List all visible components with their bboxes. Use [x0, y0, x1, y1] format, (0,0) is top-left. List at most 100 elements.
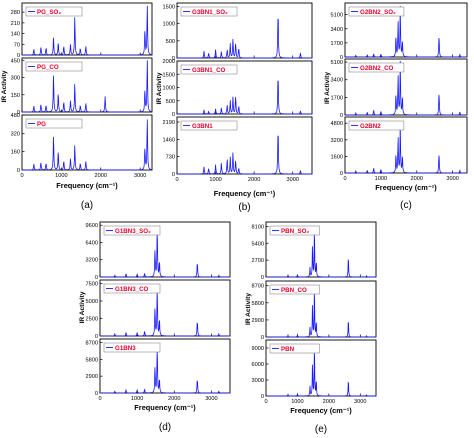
spectrum-line-g2bn2	[345, 124, 467, 174]
x-axis-label: Frequency (cm⁻¹)	[134, 403, 196, 412]
legend-label: PG_SO₂	[37, 9, 61, 16]
legend-label: G3BN1_CO	[192, 67, 226, 74]
spectrum-line-pbn	[266, 350, 376, 397]
legend-label: PBN_CO	[281, 287, 307, 294]
y-tick-label: 4800	[331, 121, 343, 127]
legend-label: G3BN1_SO₂	[192, 9, 228, 16]
spectrum-line-g3bn1	[177, 135, 312, 175]
x-tick-label: 2000	[168, 396, 180, 402]
panel-e: 0270054008100PBN_SO₂0290058008700PBN_CO0…	[245, 221, 377, 435]
y-tick-label: 1700	[331, 95, 343, 101]
y-tick-label: 3400	[331, 27, 343, 33]
x-tick-label: 2000	[411, 176, 423, 182]
legend-box	[25, 6, 83, 17]
y-tick-label: 0	[17, 110, 20, 116]
y-tick-label: 0	[261, 394, 264, 400]
x-tick-label: 1000	[55, 173, 67, 179]
subplot-g3bn1-co: 0 500 1000 1500 2000 G3BN1_CO	[163, 59, 313, 118]
y-tick-label: 9000	[252, 346, 264, 352]
y-tick-label: 3200	[331, 138, 343, 144]
y-tick-label: 2900	[252, 318, 264, 324]
legend-box	[348, 6, 405, 17]
spectrum-line-g2bn2-co	[345, 60, 467, 116]
y-tick-label: 7500	[86, 282, 98, 288]
y-tick-label: 500	[166, 39, 175, 45]
legend-box	[180, 6, 238, 17]
y-tick-label: 2700	[252, 258, 264, 264]
y-tick-label: 2190	[163, 120, 175, 126]
x-tick-label: 1000	[209, 177, 221, 183]
subplot-g1bn3: 0 2900 5800 8700 G1BN3	[86, 338, 231, 397]
legend-box	[348, 120, 405, 131]
y-tick-label: 0	[340, 171, 343, 177]
y-tick-label: 300	[11, 76, 20, 82]
subplot-g2bn2-co: 0 1700 3400 5100 G2BN2_CO	[331, 58, 468, 119]
spectrum-line-pg-so	[22, 5, 153, 56]
spectrum-line-g3bn1-so	[177, 18, 312, 59]
subplot-g3bn1: 0 730 1460 2190 G3BN1	[163, 116, 313, 178]
panel-d: 0 3200 6400 9600 G1BN3_SO₂ 0 2500 5000 7500 G1BN3…	[79, 221, 231, 433]
y-tick-label: 320	[11, 131, 20, 137]
legend-label: PG	[37, 121, 46, 128]
panel-b: 0 500 1000 1500 G3BN1_SO₂ 0 500 1000 1500 2000 G3B…	[156, 2, 313, 213]
y-tick-label: 8700	[252, 284, 264, 290]
y-tick-label: 6400	[86, 240, 98, 246]
subplot-g2bn2-so: 0 1700 3400 5100 G2BN2_SO₂	[331, 2, 468, 61]
y-tick-label: 5000	[86, 299, 98, 305]
legend-box	[103, 283, 161, 294]
y-axis-label: IR Activity	[324, 72, 331, 104]
legend-label: PG_CO	[37, 64, 59, 71]
y-tick-label: 5100	[331, 13, 343, 19]
spectrum-line-g1bn3	[100, 350, 230, 394]
subplot-pbn-so: 0 2700 5400 8100 PBN_SO₂	[252, 221, 377, 281]
y-tick-label: 160	[11, 150, 20, 156]
y-tick-label: 0	[172, 56, 175, 62]
legend-box	[269, 284, 320, 295]
x-tick-label: 3000	[134, 173, 146, 179]
y-tick-label: 8700	[86, 340, 98, 346]
y-tick-label: 1460	[163, 137, 175, 143]
y-tick-label: 0	[95, 334, 98, 340]
y-tick-label: 1000	[163, 22, 175, 28]
y-tick-label: 5400	[252, 241, 264, 247]
y-tick-label: 0	[95, 275, 98, 281]
legend-label: PBN_SO₂	[281, 228, 309, 235]
x-tick-label: 0	[264, 399, 267, 405]
legend-box	[25, 61, 83, 72]
spectrum-line-g2bn2-so	[345, 5, 467, 58]
legend-label: G1BN3	[115, 345, 136, 352]
y-axis-label: IR Activity	[1, 70, 8, 102]
subplot-pg-so: 0 70 140 210 280 PG_SO₂	[11, 2, 153, 59]
panel-label: (d)	[159, 422, 171, 433]
y-tick-label: 0	[172, 172, 175, 178]
y-tick-label: 0	[172, 112, 175, 118]
y-tick-label: 1600	[331, 154, 343, 160]
subplot-pbn: 0 3000 6000 9000 PBN	[252, 339, 377, 400]
y-tick-label: 2500	[86, 317, 98, 323]
panel-label: (c)	[400, 200, 412, 211]
x-axis-label: Frequency (cm⁻¹)	[56, 181, 118, 190]
y-tick-label: 9600	[86, 223, 98, 229]
x-tick-label: 2000	[248, 177, 260, 183]
y-tick-label: 0	[340, 55, 343, 61]
panel-label: (b)	[238, 202, 250, 213]
y-tick-label: 0	[17, 53, 20, 59]
x-tick-label: 3000	[354, 399, 366, 405]
axes-frame	[21, 2, 153, 56]
y-tick-label: 3400	[331, 78, 343, 84]
subplot-g2bn2: 0 1600 3200 4800 G2BN2	[331, 116, 468, 177]
x-axis-label: Frequency (cm⁻¹)	[290, 406, 352, 415]
y-tick-label: 1500	[163, 72, 175, 78]
x-axis-label: Frequency (cm⁻¹)	[214, 189, 276, 198]
y-tick-label: 730	[166, 155, 175, 161]
subplot-g1bn3-so: 0 3200 6400 9600 G1BN3_SO₂	[86, 221, 231, 281]
x-axis-label: Frequency (cm⁻¹)	[375, 183, 437, 192]
y-tick-label: 210	[11, 21, 20, 27]
spectrum-line-pbn-co	[266, 293, 376, 338]
y-tick-label: 3200	[86, 258, 98, 264]
legend-label: PBN	[281, 346, 295, 353]
legend-label: G1BN3_SO₂	[115, 228, 151, 235]
subplot-g3bn1-so: 0 500 1000 1500 G3BN1_SO₂	[163, 2, 313, 62]
y-tick-label: 5100	[331, 60, 343, 66]
legend-box	[269, 225, 320, 236]
